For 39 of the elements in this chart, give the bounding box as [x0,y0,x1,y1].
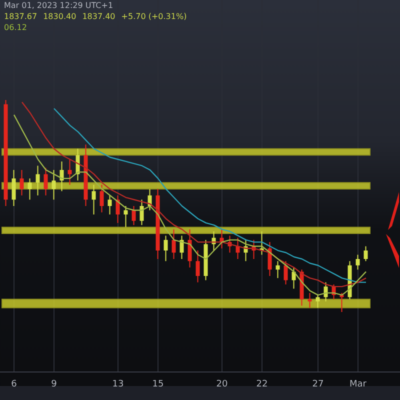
x-tick-label: 13 [112,379,124,390]
text: +5.70 (+0.31%) [121,12,187,21]
candlestick [116,194,120,224]
candlestick [36,165,40,196]
candlestick [52,169,56,200]
candlestick [268,242,272,276]
candlestick [164,235,168,262]
candlestick [12,169,16,206]
candlestick [100,184,104,213]
candlestick [196,250,200,283]
candlestick [140,199,144,226]
candlestick [276,260,280,279]
x-tick-label: 6 [11,379,18,390]
text: 1830.40 [43,12,76,21]
candlestick [356,254,360,270]
candlestick [28,178,32,200]
candlestick [308,292,312,308]
x-tick-label: Mar [350,379,367,390]
text: 06.12 [4,23,27,32]
candlestick [68,158,72,186]
candlestick [316,294,320,308]
candlestick [284,260,288,285]
x-tick-label: 22 [256,379,268,390]
candlestick [188,228,192,268]
x-tick-label: 9 [51,379,58,390]
candlestick [92,184,96,215]
x-tick-label: 27 [312,379,324,390]
candlestick [172,228,176,260]
candlestick [132,206,136,226]
candlestick [124,206,128,228]
candlestick [108,194,112,215]
text: 1837.40 [82,12,116,21]
text: Mar 01, 2023 12:29 UTC+1 [4,1,114,10]
text: 1837.67 [4,12,38,21]
x-tick-label: 20 [216,379,228,390]
candlestick [20,169,24,196]
x-tick-label: 15 [152,379,164,390]
candlestick [44,167,48,196]
candlestick [364,246,368,262]
